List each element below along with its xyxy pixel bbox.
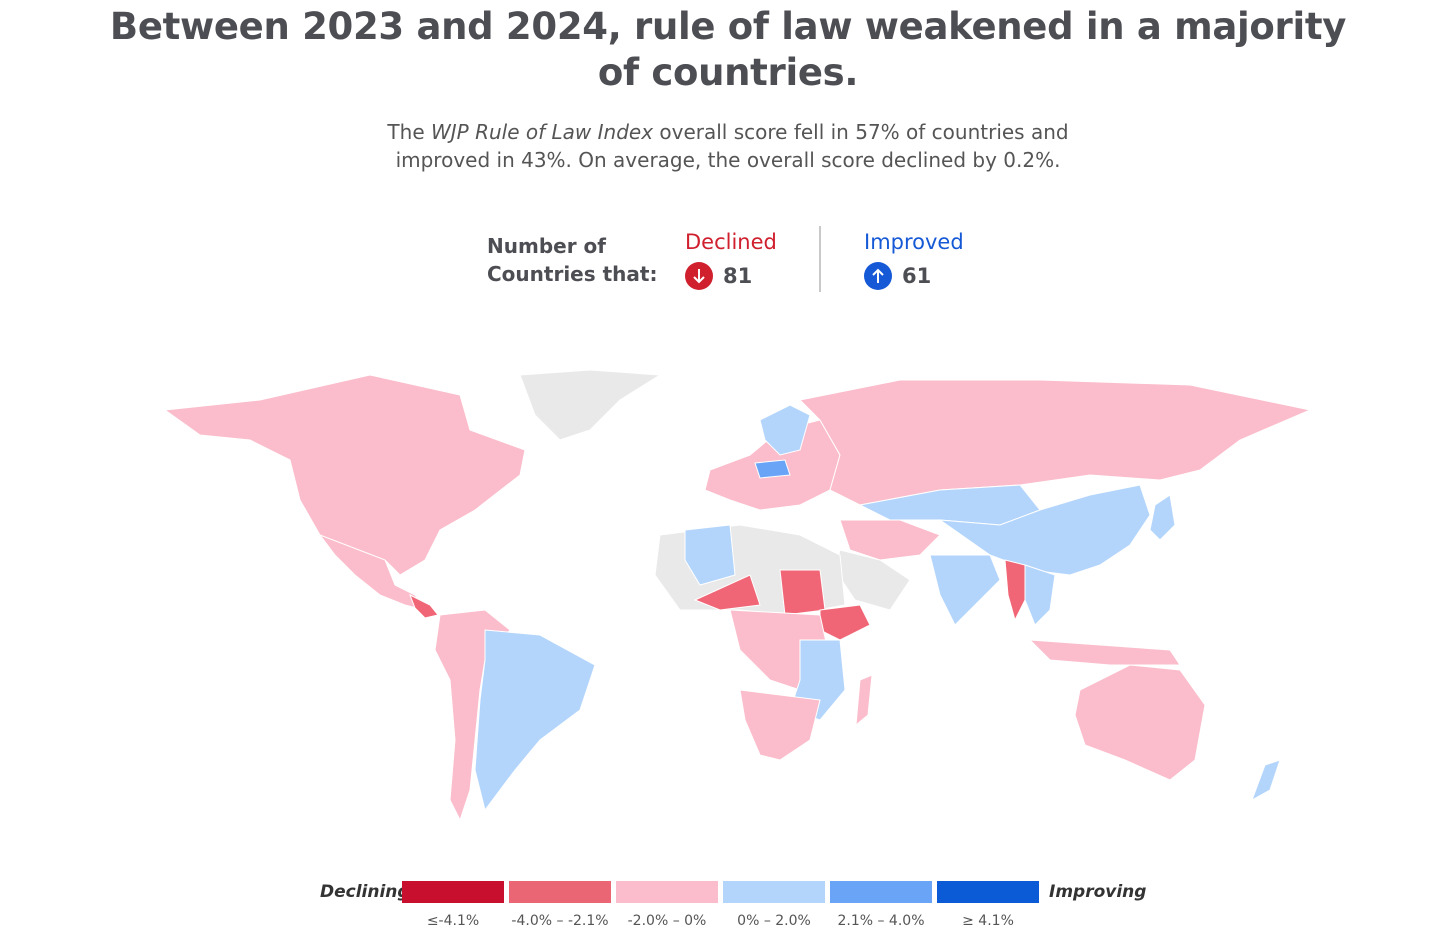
subtitle-line-1: The WJP Rule of Law Index overall score … [0,118,1456,146]
legend-bin-label-3: -2.0% – 0% [627,913,707,929]
color-legend: Declining ≤-4.1% -4.0% – -2.1% -2.0% – 0% 0… [0,878,1456,938]
country-count-summary: Number of Countries that: Declined 81 Im… [0,226,1456,296]
region-india[interactable] [929,554,1001,626]
summary-divider [819,226,821,292]
region-myanmar[interactable] [1004,559,1026,622]
region-scandinavia[interactable] [759,404,811,456]
legend-swatch-6 [937,881,1039,903]
region-sahel[interactable] [693,574,761,611]
chart-subtitle: The WJP Rule of Law Index overall score … [0,118,1456,174]
region-south-america-west[interactable] [434,609,511,822]
arrow-down-icon [685,262,713,290]
legend-bin-label-4: 0% – 2.0% [737,913,811,929]
subtitle-suffix: overall score fell in 57% of countries a… [653,120,1069,144]
region-southeast-asia[interactable] [1024,564,1056,626]
legend-swatch-2 [509,881,611,903]
region-ethiopia[interactable] [819,604,871,641]
region-greenland[interactable] [519,369,662,441]
region-madagascar[interactable] [855,674,873,727]
region-southern-africa[interactable] [739,689,821,761]
chart-title-line-1: Between 2023 and 2024, rule of law weake… [109,5,1347,48]
region-middle-east[interactable] [839,519,941,561]
legend-swatch-1 [402,881,504,903]
summary-label-line-2: Countries that: [487,262,658,286]
legend-bin-label-6: ≥ 4.1% [962,913,1014,929]
region-north-america[interactable] [163,374,526,576]
legend-bin-label-1: ≤-4.1% [426,913,480,929]
legend-declining-label: Declining [320,882,410,902]
subtitle-index-name: WJP Rule of Law Index [430,120,654,144]
region-sudan[interactable] [779,569,826,616]
region-arabia[interactable] [834,549,911,611]
declined-count: 81 [723,264,753,288]
declined-stat: Declined 81 [685,228,777,290]
legend-swatch-5 [830,881,932,903]
world-map [163,369,1312,822]
chart-title-line-2: of countries. [597,51,859,94]
improved-label: Improved [864,230,964,254]
legend-swatch-4 [723,881,825,903]
legend-improving-label: Improving [1049,882,1147,902]
improved-stat: Improved 61 [864,228,964,290]
region-australia[interactable] [1074,664,1206,781]
improved-count: 61 [902,264,932,288]
region-central-america[interactable] [409,593,439,619]
region-algeria[interactable] [684,524,736,586]
subtitle-prefix: The [387,120,431,144]
legend-swatch-3 [616,881,718,903]
summary-label: Number of Countries that: [487,232,657,288]
legend-bin-label-5: 2.1% – 4.0% [837,913,925,929]
summary-label-line-1: Number of [487,234,606,258]
arrow-up-icon [864,262,892,290]
subtitle-line-2: improved in 43%. On average, the overall… [395,148,1061,172]
legend-bin-label-2: -4.0% – -2.1% [511,913,609,929]
region-russia[interactable] [798,379,1312,506]
chart-title: Between 2023 and 2024, rule of law weake… [0,4,1456,96]
region-new-zealand[interactable] [1251,759,1281,802]
declined-label: Declined [685,230,777,254]
region-japan[interactable] [1149,494,1176,541]
region-indonesia[interactable] [1028,639,1181,666]
region-poland[interactable] [754,459,791,479]
region-south-america-east[interactable] [474,629,596,812]
